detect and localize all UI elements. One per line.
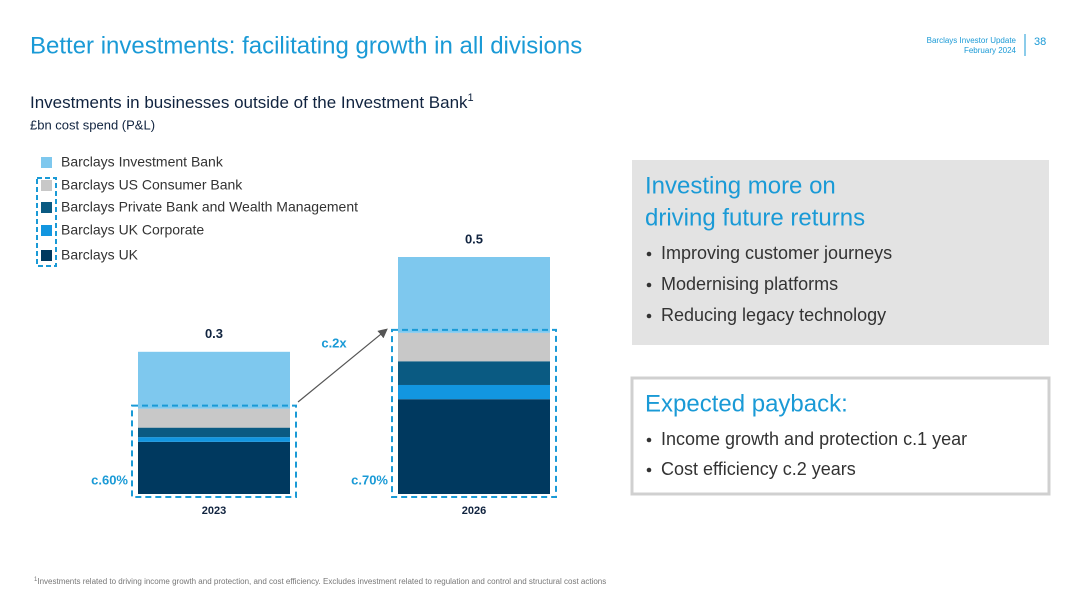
bar-segment — [138, 437, 290, 442]
legend-label: Barclays UK Corporate — [61, 222, 204, 238]
bar-segment — [138, 351, 290, 409]
chart-title: Investments in businesses outside of the… — [30, 92, 474, 113]
bullet-dot — [646, 251, 652, 257]
legend-swatch — [41, 225, 52, 236]
bullet-text: Reducing legacy technology — [661, 305, 886, 325]
bar-segment — [398, 399, 550, 494]
box — [630, 376, 1051, 496]
footnote-text: Investments related to driving income gr… — [37, 577, 606, 586]
dashed-outline — [131, 404, 297, 498]
legend-label: Barclays Private Bank and Wealth Managem… — [61, 199, 358, 215]
legend-label: Barclays Investment Bank — [61, 154, 224, 170]
box-title: driving future returns — [645, 204, 865, 231]
growth-label: c.2x — [321, 335, 347, 350]
slide-title: Better investments: facilitating growth … — [30, 32, 582, 59]
legend-label: Barclays UK — [61, 247, 139, 263]
bar-segment — [138, 427, 290, 438]
bullet-dot — [646, 437, 652, 443]
page-number: 38 — [1034, 36, 1046, 48]
bullet-text: Improving customer journeys — [661, 243, 892, 263]
footnote: 1Investments related to driving income g… — [34, 577, 606, 587]
chart-title-note: 1 — [468, 92, 474, 104]
bullet-text: Modernising platforms — [661, 274, 838, 294]
legend-bracket — [36, 177, 57, 267]
bullet-text: Cost efficiency c.2 years — [661, 459, 856, 479]
bar-segment — [138, 408, 290, 428]
share-label: c.70% — [351, 472, 388, 487]
bar-segment — [138, 441, 290, 494]
legend-swatch — [41, 250, 52, 261]
legend-swatch — [41, 157, 52, 168]
bar-segment — [398, 257, 550, 333]
source: Barclays Investor Update — [927, 36, 1017, 45]
date: February 2024 — [964, 46, 1017, 55]
bar-segment — [398, 384, 550, 400]
chart-subtitle: £bn cost spend (P&L) — [30, 117, 155, 132]
legend-label: Barclays US Consumer Bank — [61, 177, 243, 193]
box — [632, 160, 1049, 345]
bar-segment — [398, 361, 550, 385]
footnote-marker: 1 — [34, 577, 38, 583]
growth-arrow — [297, 328, 388, 403]
dashed-outline — [391, 328, 557, 498]
bullet-dot — [646, 313, 652, 319]
chart-title-text: Investments in businesses outside of the… — [30, 93, 468, 112]
share-label: c.60% — [91, 472, 128, 487]
box-title: Investing more on — [645, 172, 836, 199]
bullet-text: Income growth and protection c.1 year — [661, 429, 967, 449]
bullet-dot — [646, 282, 652, 288]
bar-segment — [398, 332, 550, 362]
total-label: 0.5 — [465, 231, 483, 246]
legend-swatch — [41, 202, 52, 213]
x-tick-label: 2023 — [202, 505, 226, 517]
x-tick-label: 2026 — [462, 505, 486, 517]
box-title: Expected payback: — [645, 390, 848, 417]
bullet-dot — [646, 467, 652, 473]
legend-swatch — [41, 180, 52, 191]
total-label: 0.3 — [205, 326, 223, 341]
